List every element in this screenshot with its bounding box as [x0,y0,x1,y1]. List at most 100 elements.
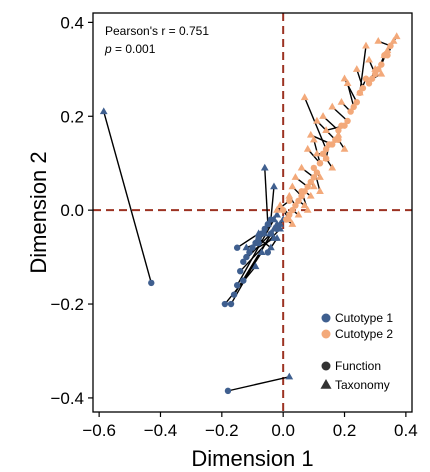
point-function [350,103,357,111]
point-function [335,136,342,143]
point-function [246,249,253,256]
y-tick-label: −0.2 [50,295,84,314]
point-function [387,42,394,50]
point-taxonomy [288,220,297,227]
point-taxonomy [254,229,263,237]
x-tick-label: 0.4 [394,421,418,440]
point-taxonomy [273,210,281,218]
point-function [286,197,293,204]
pair-link [103,111,152,284]
point-taxonomy [257,248,266,256]
point-taxonomy [313,116,321,124]
point-taxonomy [99,107,108,115]
point-taxonomy [328,102,337,110]
p-value: = 0.001 [112,42,156,56]
x-tick-label: −0.4 [144,421,178,440]
point-function [368,75,376,82]
point-function [384,52,391,59]
point-function [298,188,305,195]
point-function [233,282,241,289]
point-function [264,221,272,228]
point-function [261,225,268,233]
point-function [243,253,250,261]
point-taxonomy [297,163,306,171]
point-function [267,216,275,223]
point-taxonomy [309,135,318,143]
point-function [240,258,247,265]
point-function [307,178,314,186]
point-taxonomy [300,201,309,209]
pair-link [242,252,263,281]
point-function [344,117,351,125]
point-function [267,230,275,237]
pearson-annotation: Pearson's r = 0.751 [105,24,209,38]
point-function [319,150,327,158]
point-taxonomy [355,88,364,96]
pair-link [264,167,269,225]
point-taxonomy [322,126,330,133]
pair-link [270,186,275,220]
point-taxonomy [328,163,337,171]
legend-label-taxonomy: Taxonomy [335,378,390,392]
point-function [365,80,373,87]
point-function [341,122,348,129]
point-taxonomy [300,93,309,101]
legend-swatch-cutotype-1 [321,313,331,323]
point-taxonomy [267,243,275,251]
point-function [313,169,321,176]
point-function [224,387,232,395]
point-taxonomy [242,243,251,251]
point-function [230,291,238,298]
point-function [304,183,311,190]
point-taxonomy [319,112,327,119]
y-tick-label: 0.4 [60,13,84,32]
legend-label-function: Function [335,359,381,373]
point-taxonomy [392,32,401,40]
point-function [335,127,342,134]
y-axis-title: Dimension 2 [26,151,51,273]
point-taxonomy [316,187,324,194]
point-function [292,202,299,209]
legend: Cutotype 1 Cutotype 2 Function Taxonomy [320,311,393,392]
y-tick-label: −0.4 [50,389,84,408]
point-taxonomy [294,210,303,218]
point-function [273,225,281,233]
point-taxonomy [362,41,370,49]
point-function [289,206,296,214]
legend-label-cutotype-2: Cutotype 2 [335,327,393,341]
point-function [255,239,262,247]
point-taxonomy [303,205,312,213]
point-taxonomy [276,220,284,227]
point-function [375,66,382,73]
point-taxonomy [285,215,294,223]
point-taxonomy [374,36,383,44]
x-tick-label: −0.2 [205,421,239,440]
point-taxonomy [260,163,269,171]
point-taxonomy [306,130,315,138]
point-taxonomy [337,97,346,105]
point-taxonomy [291,173,300,180]
legend-swatch-cutotype-2 [321,329,331,339]
point-taxonomy [389,36,398,44]
point-taxonomy [276,201,284,209]
point-taxonomy [306,191,315,199]
point-function [310,164,318,172]
point-function [249,244,256,251]
pair-link [359,45,367,93]
point-taxonomy [316,173,324,180]
point-taxonomy [352,65,361,72]
point-function [286,211,293,219]
point-taxonomy [340,144,349,152]
legend-label-cutotype-1: Cutotype 1 [335,311,393,325]
point-function [322,155,330,162]
axis-ticks: −0.6 −0.4 −0.2 0.0 0.2 0.4 −0.4 −0.2 0.0 0.2 0.4 [50,13,417,440]
p-symbol: p [104,42,112,56]
x-tick-label: 0.2 [333,421,357,440]
pair-link [236,219,275,286]
point-taxonomy [251,262,260,270]
p-value-annotation: p = 0.001 [104,42,156,56]
y-tick-label: 0.2 [60,107,84,126]
legend-shape-function [321,361,331,371]
point-function [378,61,385,68]
